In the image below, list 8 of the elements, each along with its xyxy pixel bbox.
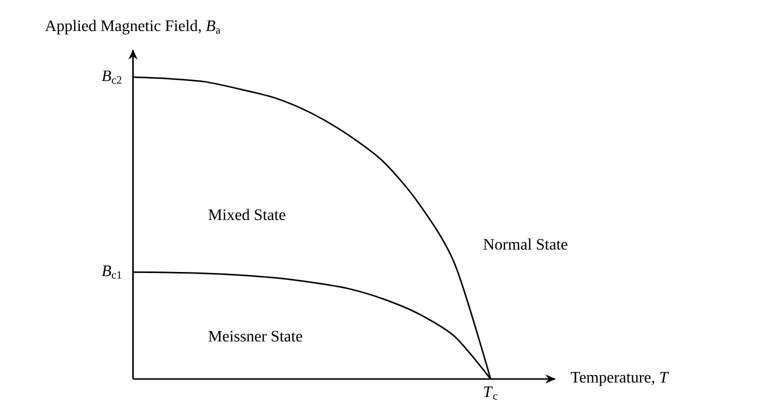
annotation: Meissner State xyxy=(208,330,302,342)
x-axis-title: Temperature, T xyxy=(570,372,669,386)
annotation: Mixed State xyxy=(208,208,286,220)
text: T$_{c}$ xyxy=(484,386,498,400)
annotation: B$_{c2}$ xyxy=(102,70,122,84)
annotation: Normal State xyxy=(483,238,568,250)
annotation: B$_{c1}$ xyxy=(102,266,122,279)
y-axis-title: Applied Magnetic Field, B$_{a}$ xyxy=(45,20,220,34)
